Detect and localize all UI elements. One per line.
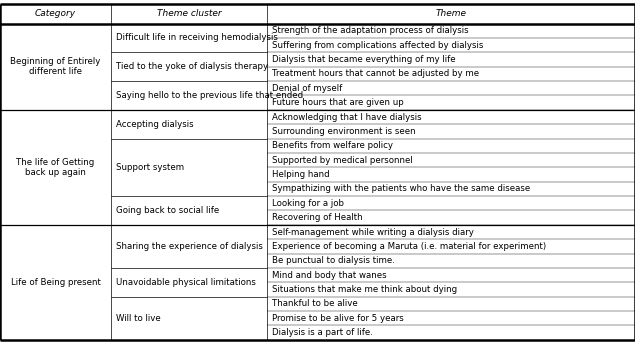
Text: Self-management while writing a dialysis diary: Self-management while writing a dialysis… (272, 227, 474, 237)
Text: Sharing the experience of dialysis: Sharing the experience of dialysis (116, 242, 263, 251)
Text: Unavoidable physical limitations: Unavoidable physical limitations (116, 278, 256, 287)
Text: Dialysis is a part of life.: Dialysis is a part of life. (272, 328, 373, 337)
Text: Recovering of Health: Recovering of Health (272, 213, 363, 222)
Text: Treatment hours that cannot be adjusted by me: Treatment hours that cannot be adjusted … (272, 69, 479, 78)
Text: Thankful to be alive: Thankful to be alive (272, 299, 358, 309)
Text: Experience of becoming a Maruta (i.e. material for experiment): Experience of becoming a Maruta (i.e. ma… (272, 242, 546, 251)
Text: Saying hello to the previous life that ended: Saying hello to the previous life that e… (116, 91, 304, 100)
Text: Tied to the yoke of dialysis therapy: Tied to the yoke of dialysis therapy (116, 62, 269, 71)
Text: Situations that make me think about dying: Situations that make me think about dyin… (272, 285, 457, 294)
Text: Dialysis that became everything of my life: Dialysis that became everything of my li… (272, 55, 455, 64)
Text: Looking for a job: Looking for a job (272, 199, 344, 208)
Text: Future hours that are given up: Future hours that are given up (272, 98, 403, 107)
Text: Be punctual to dialysis time.: Be punctual to dialysis time. (272, 256, 395, 265)
Text: Acknowledging that I have dialysis: Acknowledging that I have dialysis (272, 112, 422, 121)
Text: Difficult life in receiving hemodialysis: Difficult life in receiving hemodialysis (116, 33, 278, 42)
Text: Category: Category (35, 9, 76, 18)
Text: Theme cluster: Theme cluster (157, 9, 221, 18)
Text: Benefits from welfare policy: Benefits from welfare policy (272, 141, 393, 150)
Text: Accepting dialysis: Accepting dialysis (116, 120, 194, 129)
Text: Supported by medical personnel: Supported by medical personnel (272, 156, 413, 165)
Text: Surrounding environment is seen: Surrounding environment is seen (272, 127, 415, 136)
Text: Helping hand: Helping hand (272, 170, 330, 179)
Text: Support system: Support system (116, 163, 184, 172)
Text: Denial of myself: Denial of myself (272, 84, 342, 93)
Text: The life of Getting
back up again: The life of Getting back up again (17, 158, 95, 177)
Text: Theme: Theme (436, 9, 466, 18)
Text: Going back to social life: Going back to social life (116, 206, 220, 215)
Text: Mind and body that wanes: Mind and body that wanes (272, 271, 387, 280)
Text: Beginning of Entirely
different life: Beginning of Entirely different life (10, 57, 101, 76)
Text: Life of Being present: Life of Being present (11, 278, 100, 287)
Text: Suffering from complications affected by dialysis: Suffering from complications affected by… (272, 41, 483, 50)
Text: Promise to be alive for 5 years: Promise to be alive for 5 years (272, 314, 403, 323)
Text: Will to live: Will to live (116, 314, 161, 323)
Text: Sympathizing with the patients who have the same disease: Sympathizing with the patients who have … (272, 184, 530, 193)
Text: Strength of the adaptation process of dialysis: Strength of the adaptation process of di… (272, 26, 469, 35)
